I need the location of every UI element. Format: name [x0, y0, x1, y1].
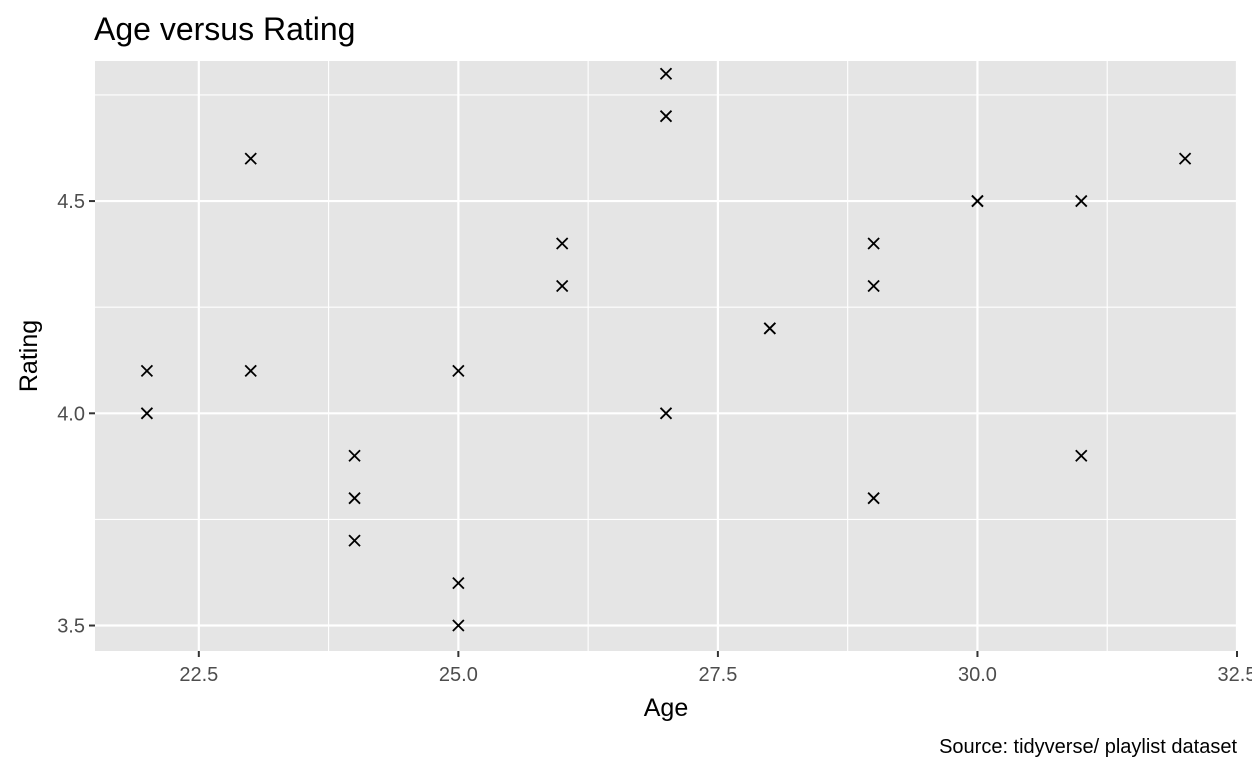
data-point [452, 364, 465, 377]
x-tick-label: 30.0 [958, 664, 997, 686]
data-point [452, 619, 465, 632]
data-point [659, 110, 673, 123]
data-point [556, 237, 569, 250]
data-point [556, 279, 569, 293]
data-point [1075, 194, 1088, 208]
y-axis-title: Rating [15, 320, 43, 392]
y-tick-label: 3.5 [57, 616, 85, 638]
x-axis-title: Age [644, 694, 688, 722]
data-point [140, 364, 154, 377]
axis-tick-labels: 22.5 25.0 27.5 30.0 32.5 3.5 4.0 4.5 [57, 191, 1252, 686]
x-tick-label: 32.5 [1218, 664, 1252, 686]
data-point [348, 534, 361, 547]
data-point [971, 194, 984, 208]
chart-caption: Source: tidyverse/ playlist dataset [939, 736, 1237, 758]
axis-ticks [89, 200, 1238, 657]
data-point [659, 407, 673, 420]
data-point [867, 279, 880, 293]
data-point [348, 449, 361, 462]
y-tick-label: 4.0 [57, 403, 85, 425]
chart-title: Age versus Rating [94, 11, 355, 47]
x-tick-label: 27.5 [698, 664, 737, 686]
x-tick-label: 25.0 [439, 664, 478, 686]
data-point [867, 492, 880, 505]
data-point [659, 67, 673, 80]
data-point [1178, 152, 1192, 165]
data-point [244, 364, 257, 377]
x-tick-label: 22.5 [179, 664, 218, 686]
data-point [348, 492, 361, 505]
plot-panel [95, 61, 1237, 651]
data-point [763, 322, 776, 335]
data-point [452, 576, 465, 590]
data-point [1075, 449, 1088, 462]
y-tick-label: 4.5 [57, 191, 85, 213]
data-points [140, 67, 1192, 632]
data-point [244, 152, 257, 165]
minor-gridlines [95, 61, 1237, 651]
data-point [140, 407, 154, 420]
data-point [867, 237, 880, 250]
